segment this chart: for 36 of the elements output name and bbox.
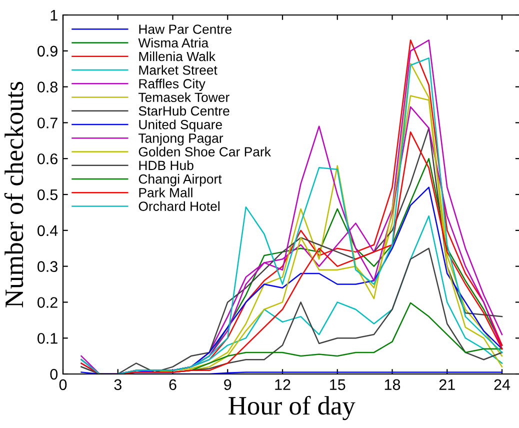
y-tick-label: 0.8	[38, 82, 58, 92]
legend-label: Changi Airport	[138, 174, 222, 186]
legend-label: Orchard Hotel	[138, 201, 220, 211]
y-tick-label: 0.1	[38, 332, 58, 344]
legend-label: Temasek Tower	[138, 92, 230, 102]
x-tick-label: 12	[275, 379, 290, 390]
legend-label: Wisma Atria	[138, 38, 209, 48]
legend-label: Tanjong Pagar	[138, 133, 224, 146]
x-tick-label: 6	[169, 379, 176, 390]
x-tick-label: 15	[330, 379, 346, 390]
legend-label: Raffles City	[139, 78, 206, 92]
legend-label: Haw Par Centre	[139, 24, 232, 34]
legend-label: Park Mall	[139, 188, 192, 198]
y-tick-label: 0.6	[38, 153, 58, 164]
y-axis-title: Number of checkouts	[4, 82, 24, 308]
x-tick-label: 21	[439, 379, 455, 390]
y-tick-label: 1	[50, 10, 58, 21]
y-tick-label: 0.2	[38, 297, 58, 308]
x-tick-label: 24	[494, 379, 510, 390]
y-tick-label: 0	[50, 368, 58, 380]
legend-label: United Square	[139, 120, 222, 132]
x-tick-label: 18	[384, 379, 400, 390]
y-tick-label: 0.7	[38, 118, 58, 128]
y-tick-label: 0.9	[38, 46, 58, 57]
y-tick-label: 0.5	[38, 189, 58, 200]
legend-label: HDB Hub	[139, 160, 194, 170]
legend-label: Market Street	[139, 65, 218, 75]
legend-label: Millenia Walk	[139, 51, 216, 62]
x-tick-label: 9	[224, 379, 232, 390]
legend-label: Golden Shoe Car Park	[138, 146, 271, 156]
legend-label: StarHub Centre	[138, 106, 230, 116]
y-tick-label: 0.3	[38, 261, 58, 272]
x-axis-title: Hour of day	[228, 396, 356, 420]
x-tick-label: 0	[59, 379, 67, 390]
x-tick-label: 3	[114, 379, 122, 390]
y-tick-label: 0.4	[38, 225, 58, 236]
